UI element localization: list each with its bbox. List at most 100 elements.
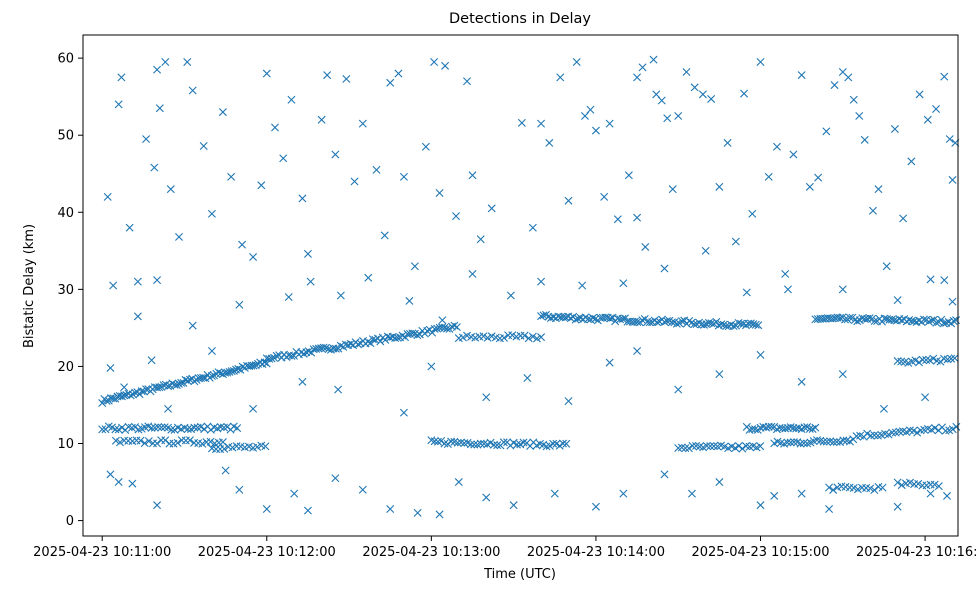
data-point bbox=[144, 437, 153, 446]
data-point bbox=[441, 61, 450, 70]
data-point bbox=[221, 466, 230, 475]
data-point bbox=[350, 177, 359, 186]
data-point bbox=[284, 293, 293, 302]
data-point bbox=[930, 480, 939, 489]
data-point bbox=[394, 69, 403, 78]
data-point bbox=[945, 135, 954, 144]
data-point bbox=[633, 213, 642, 222]
data-point bbox=[578, 281, 587, 290]
data-point bbox=[190, 377, 199, 386]
data-point bbox=[895, 427, 904, 436]
data-point bbox=[453, 438, 462, 447]
data-point bbox=[681, 444, 690, 453]
data-point bbox=[893, 502, 902, 511]
data-point bbox=[770, 491, 779, 500]
data-point bbox=[207, 209, 216, 218]
data-point bbox=[740, 89, 749, 98]
data-point bbox=[354, 340, 363, 349]
data-point bbox=[700, 320, 708, 329]
x-tick-label: 2025-04-23 10:13:00 bbox=[362, 545, 500, 560]
data-point bbox=[520, 331, 529, 340]
data-point bbox=[719, 320, 728, 329]
data-point bbox=[304, 347, 313, 356]
data-point bbox=[742, 288, 751, 297]
data-point bbox=[825, 505, 834, 514]
data-point bbox=[386, 505, 395, 514]
data-point bbox=[701, 246, 710, 255]
data-point bbox=[499, 438, 508, 447]
data-point bbox=[102, 396, 111, 405]
data-point bbox=[783, 438, 792, 447]
data-point bbox=[150, 163, 159, 172]
data-point bbox=[185, 436, 194, 445]
data-point bbox=[214, 368, 223, 377]
data-point bbox=[738, 444, 747, 453]
y-tick-label: 0 bbox=[66, 514, 74, 529]
data-point bbox=[166, 185, 175, 194]
data-points bbox=[98, 55, 961, 519]
data-point bbox=[825, 483, 834, 492]
data-point bbox=[212, 445, 221, 454]
data-point bbox=[767, 422, 776, 431]
data-point bbox=[463, 77, 472, 86]
data-point bbox=[537, 312, 546, 321]
data-point bbox=[435, 510, 444, 519]
data-point bbox=[157, 436, 166, 445]
data-point bbox=[905, 315, 914, 324]
data-point bbox=[822, 127, 831, 136]
x-tick-label: 2025-04-23 10:12:00 bbox=[198, 545, 336, 560]
data-point bbox=[188, 321, 197, 330]
data-point bbox=[468, 269, 477, 278]
data-point bbox=[154, 423, 163, 432]
data-point bbox=[227, 172, 236, 181]
data-point bbox=[633, 318, 642, 326]
data-point bbox=[621, 314, 629, 323]
data-point bbox=[386, 78, 395, 87]
data-point bbox=[687, 489, 696, 498]
y-axis-label: Bistatic Delay (km) bbox=[22, 224, 37, 348]
data-point bbox=[433, 437, 442, 446]
data-point bbox=[624, 171, 633, 180]
data-point bbox=[282, 353, 291, 362]
data-point bbox=[559, 439, 568, 448]
data-point bbox=[433, 324, 442, 333]
data-point bbox=[165, 439, 174, 448]
data-point bbox=[605, 119, 614, 128]
data-point bbox=[702, 441, 711, 450]
data-point bbox=[855, 111, 864, 120]
data-point bbox=[845, 313, 854, 322]
data-point bbox=[564, 196, 573, 205]
data-point bbox=[682, 68, 691, 76]
data-point bbox=[756, 350, 765, 359]
data-point bbox=[709, 442, 718, 451]
data-point bbox=[853, 485, 862, 494]
data-point bbox=[712, 317, 721, 326]
data-point bbox=[155, 383, 164, 392]
data-point bbox=[707, 319, 716, 328]
data-point bbox=[131, 388, 140, 397]
data-point bbox=[358, 119, 367, 128]
data-point bbox=[381, 335, 390, 344]
data-point bbox=[323, 71, 332, 80]
data-point bbox=[811, 423, 820, 432]
data-point bbox=[948, 297, 957, 306]
data-point bbox=[888, 428, 897, 437]
data-point bbox=[893, 357, 902, 366]
data-point bbox=[523, 374, 532, 382]
data-point bbox=[897, 481, 906, 490]
data-point bbox=[109, 394, 118, 403]
data-point bbox=[865, 314, 874, 323]
data-point bbox=[421, 142, 430, 151]
data-point bbox=[893, 296, 902, 305]
data-point bbox=[829, 438, 838, 447]
data-point bbox=[939, 319, 948, 328]
data-point bbox=[601, 313, 610, 322]
data-point bbox=[399, 172, 408, 181]
data-point bbox=[364, 273, 373, 282]
data-point bbox=[722, 322, 731, 331]
data-point bbox=[772, 142, 781, 151]
data-point bbox=[729, 322, 738, 331]
data-point bbox=[399, 408, 408, 417]
data-point bbox=[147, 423, 156, 432]
data-point bbox=[157, 423, 166, 432]
